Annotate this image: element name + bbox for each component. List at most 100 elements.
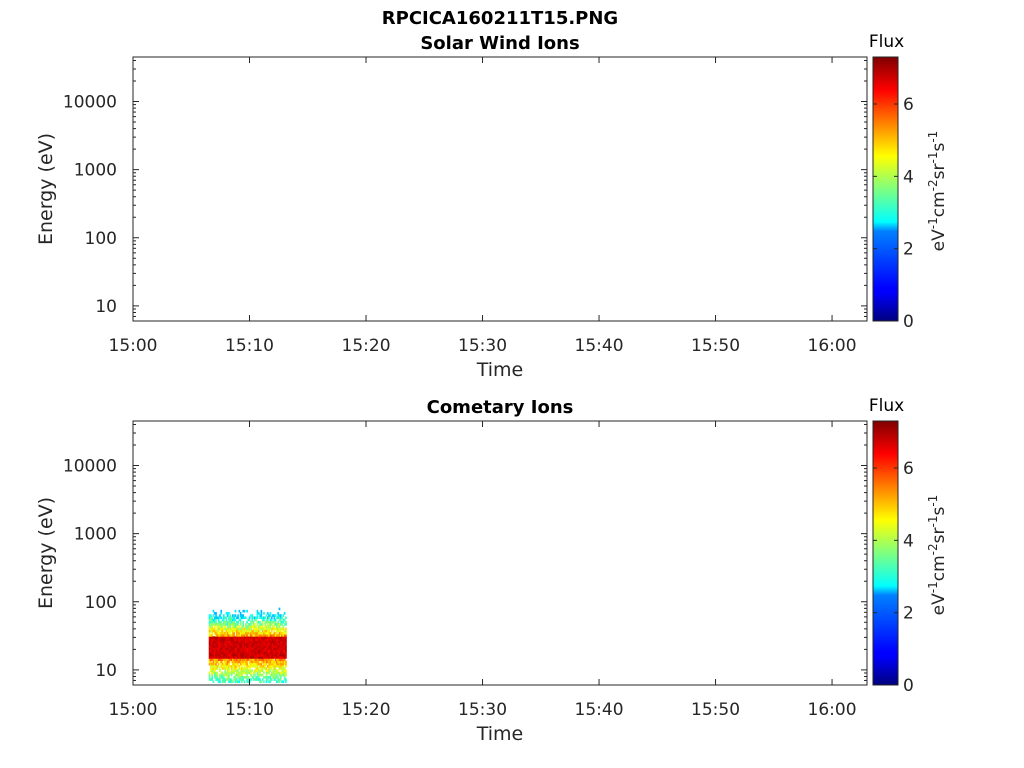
spectrogram-cell [229,678,232,681]
spectrogram-cell [239,653,242,657]
spectrogram-cell [216,653,219,657]
spectrogram-cell [254,629,256,633]
spectrogram-cell [247,642,250,646]
spectrogram-cell [232,618,234,622]
spectrogram-cell [256,609,259,613]
spectrogram-cell [238,645,241,648]
spectrogram-cell [212,680,215,684]
spectrogram-cell [239,662,242,666]
spectrogram-cell [211,640,214,644]
spectrogram-cell [233,631,236,635]
spectrogram-cell [268,658,270,661]
spectrogram-cell [226,642,229,646]
spectrogram-cell [243,667,246,670]
spectrogram-cell [273,614,276,617]
spectrogram-cell [221,649,224,653]
spectrogram-cell [233,649,236,653]
spectrogram-cell [278,664,281,668]
spectrogram-cell [282,627,285,631]
spectrogram-cell [264,631,267,635]
spectrogram-cell [225,662,228,666]
spectrogram-cell [269,660,272,664]
spectrogram-cell [234,662,237,666]
spectrogram-cell [255,651,258,655]
spectrogram-cell [281,627,283,631]
spectrogram-cell [237,645,239,648]
spectrogram-cell [276,629,278,633]
spectrogram-cell [213,651,216,655]
y-tick-label: 1000 [74,161,117,181]
spectrogram-cell [230,678,233,681]
spectrogram-cell [216,645,219,648]
spectrogram-cell [252,662,255,666]
spectrogram-cell [217,620,220,624]
spectrogram-cell [256,664,259,668]
spectrogram-cell [283,673,286,677]
spectrogram-cell [217,649,220,653]
spectrogram-cell [210,647,212,650]
spectrogram-cell [244,634,247,637]
spectrogram-cell [274,651,277,655]
spectrogram-cell [243,638,246,642]
spectrogram-cell [266,671,269,675]
spectrogram-cell [283,634,286,637]
spectrogram-cell [211,638,214,642]
x-tick-label: 15:10 [225,336,274,356]
spectrogram-cell [238,660,241,664]
spectrogram-cell [242,629,245,633]
spectrogram-cell [247,678,250,681]
spectrogram-cell [235,673,238,677]
spectrogram-cell [224,653,226,657]
spectrogram-cell [277,642,280,646]
spectrogram-cell [225,636,228,639]
spectrogram-cell [224,647,226,650]
spectrogram-cell [278,671,281,675]
spectrogram-cell [254,631,256,635]
spectrogram-cell [220,620,223,624]
colorbar-tick-label: 6 [903,95,914,115]
spectrogram-cell [252,642,255,646]
spectrogram-cell [228,662,230,666]
spectrogram-cell [276,640,278,644]
spectrogram-cell [220,631,223,635]
spectrogram-cell [215,660,217,664]
spectrogram-cell [259,649,261,653]
spectrogram-cell [283,662,286,666]
spectrogram-cell [251,629,254,633]
spectrogram-cell [282,662,285,666]
spectrogram-cell [222,627,225,631]
spectrogram-cell [213,671,216,675]
spectrogram-cell [248,629,251,633]
spectrogram-cell [263,667,265,670]
spectrogram-cell [230,656,233,659]
spectrogram-cell [246,678,248,681]
spectrogram-cell [268,629,270,633]
spectrogram-cell [234,649,237,653]
spectrogram-cell [229,618,232,622]
spectrogram-cell [221,638,224,642]
spectrogram-cell [256,667,259,670]
spectrogram-cell [263,631,265,635]
spectrogram-cell [268,638,270,642]
spectrogram-cell [248,636,251,639]
spectrogram-cell [217,651,220,655]
spectrogram-cell [225,656,228,659]
spectrogram-cell [281,642,283,646]
spectrogram-cell [285,636,287,639]
spectrogram-cell [276,623,278,626]
spectrogram-cell [270,673,273,677]
spectrogram-cell [260,667,263,670]
spectrogram-cell [234,660,237,664]
spectrogram-cell [279,614,282,617]
spectrogram-cell [264,651,267,655]
spectrogram-cell [221,627,224,631]
spectrogram-cell [264,645,267,648]
spectrogram-cell [244,640,247,644]
spectrogram-cell [276,664,278,668]
spectrogram-cell [213,667,216,670]
spectrogram-cell [211,673,214,677]
spectrogram-cell [279,634,282,637]
spectrogram-cell [246,638,248,642]
spectrogram-cell [248,616,251,620]
spectrogram-cell [219,653,221,657]
